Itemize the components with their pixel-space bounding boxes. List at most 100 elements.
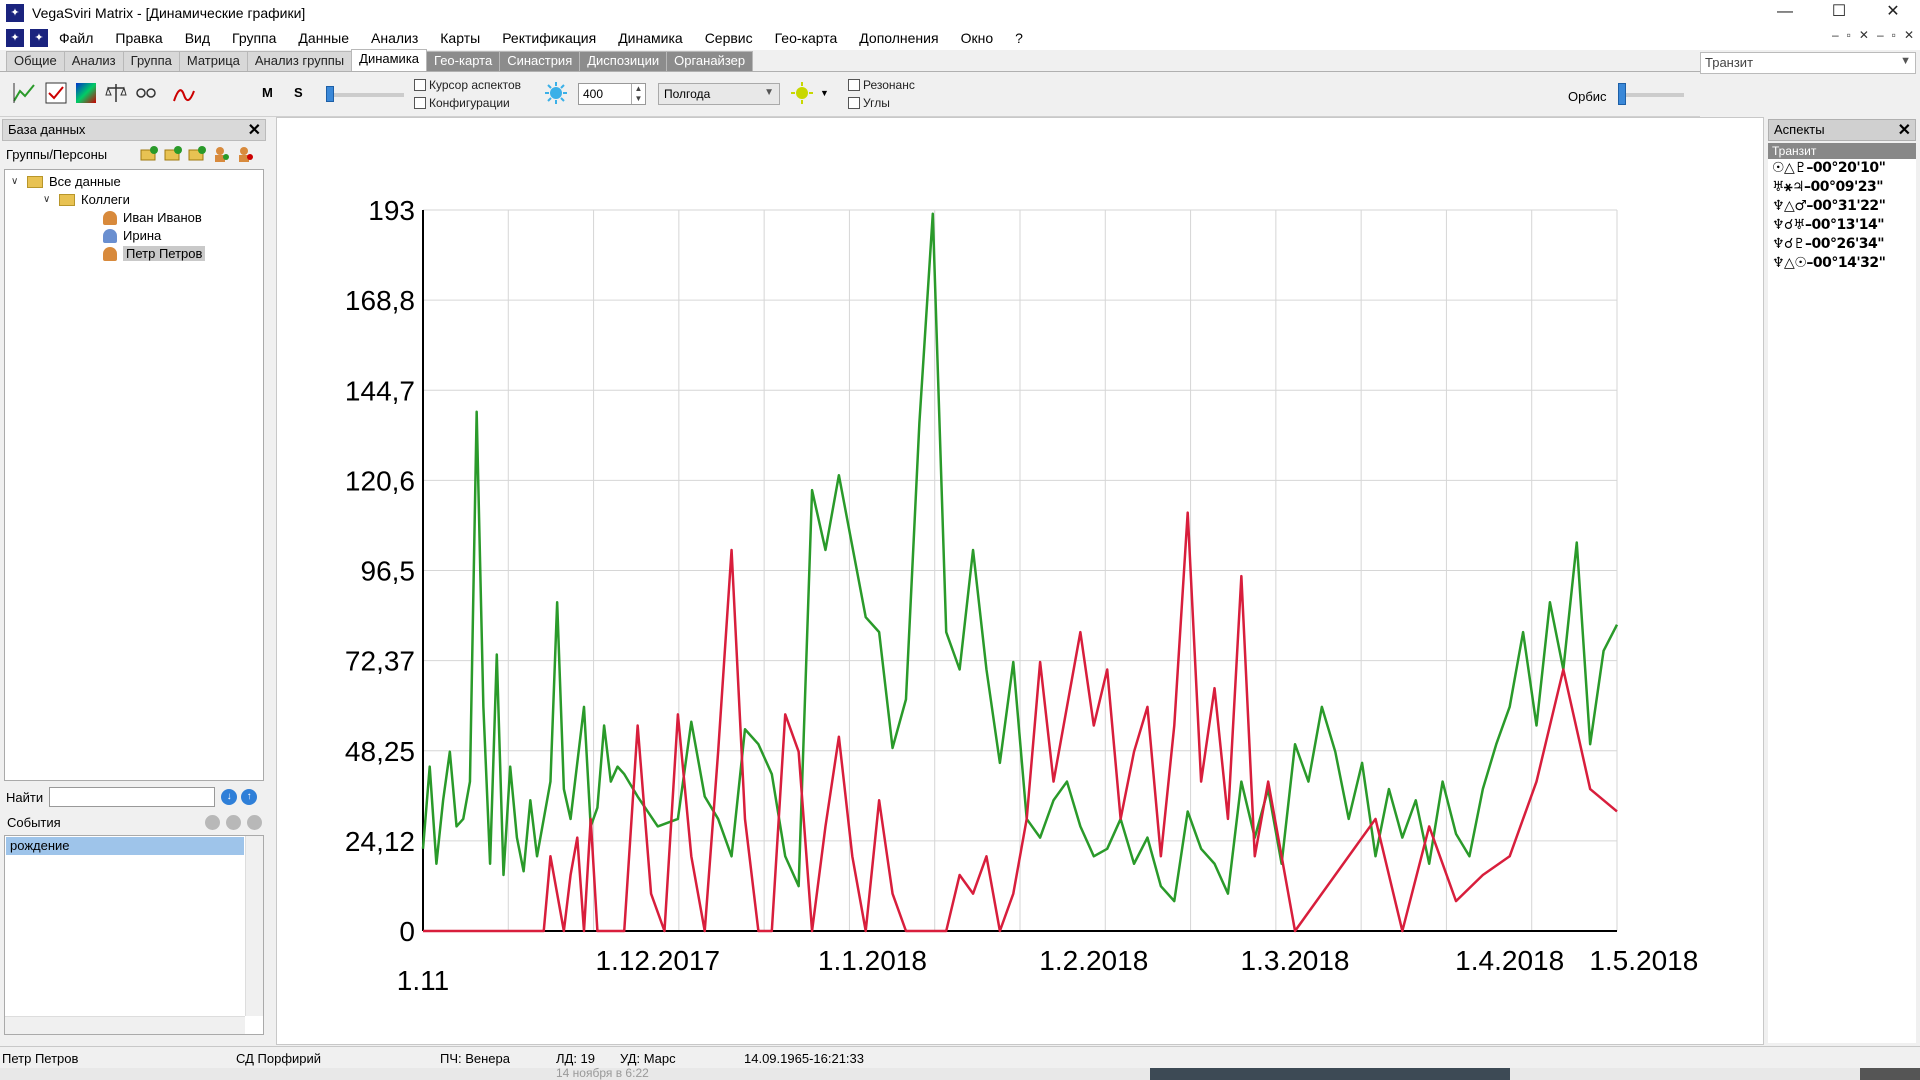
- color-dropdown-icon[interactable]: ▼: [820, 88, 829, 98]
- orbis-slider-thumb[interactable]: [1618, 83, 1626, 105]
- tab-dispositions[interactable]: Диспозиции: [579, 51, 668, 71]
- delete-person-icon[interactable]: [236, 145, 254, 163]
- delete-event-icon[interactable]: [247, 815, 262, 830]
- sun-settings-icon[interactable]: [544, 81, 568, 105]
- aspect-item[interactable]: ♆☌♇–00°26'34": [1772, 236, 1885, 252]
- checkbox-box[interactable]: [414, 79, 426, 91]
- close-icon[interactable]: ✕: [1897, 122, 1911, 139]
- add-event-icon[interactable]: [205, 815, 220, 830]
- points-spinbox[interactable]: 400 ▲ ▼: [578, 83, 646, 105]
- tab-group[interactable]: Группа: [122, 51, 180, 71]
- tab-analysis[interactable]: Анализ: [63, 51, 124, 71]
- menu-data[interactable]: Данные: [298, 30, 350, 46]
- checkbox-box[interactable]: [848, 79, 860, 91]
- tab-synastry[interactable]: Синастрия: [499, 51, 581, 71]
- mdi-minimize-button[interactable]: –: [1831, 28, 1839, 42]
- menu-dynamics[interactable]: Динамика: [618, 30, 683, 46]
- menu-window[interactable]: Окно: [960, 30, 994, 46]
- aspect-item[interactable]: ♆△☉–00°14'32": [1772, 255, 1886, 271]
- mdi-restore-button[interactable]: ▫: [1846, 28, 1851, 42]
- tree-item-person[interactable]: Ирина: [103, 228, 161, 243]
- aspect-symbol-icon[interactable]: [134, 81, 158, 105]
- tab-organizer[interactable]: Органайзер: [666, 51, 754, 71]
- add-folder-icon[interactable]: [140, 145, 158, 163]
- cursor-aspects-checkbox[interactable]: Курсор аспектов: [414, 78, 521, 92]
- groups-label: Группы/Персоны: [6, 147, 108, 162]
- event-item-selected[interactable]: рождение: [6, 837, 244, 855]
- mdi2-close-button[interactable]: ✕: [1903, 28, 1914, 42]
- line-chart-icon[interactable]: [12, 81, 36, 105]
- menu-group[interactable]: Группа: [232, 30, 277, 46]
- status-ld: ЛД: 19: [556, 1051, 596, 1066]
- aspect-item[interactable]: ♅⚹♃–00°09'23": [1772, 179, 1884, 195]
- tree-item-person-selected[interactable]: Петр Петров: [103, 246, 206, 261]
- menu-analysis[interactable]: Анализ: [371, 30, 419, 46]
- menu-help[interactable]: ?: [1015, 30, 1023, 46]
- find-prev-icon[interactable]: ↑: [241, 789, 258, 805]
- mdi-close-button[interactable]: ✕: [1858, 28, 1869, 42]
- tree-item-person[interactable]: Иван Иванов: [103, 210, 202, 225]
- tree-item-colleagues[interactable]: ∨ Коллеги: [43, 192, 130, 207]
- events-vertical-scrollbar[interactable]: [245, 836, 263, 1016]
- y-tick-label: 24,12: [345, 826, 415, 857]
- checkbox-box[interactable]: [848, 97, 860, 109]
- menu-rectification[interactable]: Ректификация: [502, 30, 597, 46]
- spectrum-icon[interactable]: [74, 81, 98, 105]
- sun-color-icon[interactable]: [790, 81, 814, 105]
- menu-file[interactable]: Файл: [59, 30, 94, 46]
- orbis-slider-track[interactable]: [1618, 93, 1684, 97]
- collapse-icon[interactable]: ∨: [43, 194, 51, 205]
- find-next-icon[interactable]: ↓: [221, 789, 238, 805]
- add-person-icon[interactable]: [212, 145, 230, 163]
- aspect-item[interactable]: ☉△♇–00°20'10": [1772, 160, 1886, 176]
- curve-icon[interactable]: [172, 81, 196, 105]
- mdi2-minimize-button[interactable]: –: [1876, 28, 1884, 42]
- scale-slider-thumb[interactable]: [326, 86, 334, 102]
- delete-folder-icon[interactable]: [188, 145, 206, 163]
- checkbox-chart-icon[interactable]: [44, 81, 68, 105]
- mode-m-button[interactable]: M: [262, 85, 273, 100]
- edit-event-icon[interactable]: [226, 815, 241, 830]
- child-window-icon[interactable]: ✦: [30, 29, 48, 47]
- tab-dynamics[interactable]: Динамика: [351, 49, 428, 71]
- tab-matrix[interactable]: Матрица: [178, 51, 248, 71]
- app-menu-icon[interactable]: ✦: [6, 29, 24, 47]
- find-input[interactable]: [49, 787, 216, 807]
- tab-group-analysis[interactable]: Анализ группы: [246, 51, 353, 71]
- mdi2-restore-button[interactable]: ▫: [1891, 28, 1896, 42]
- close-button[interactable]: ✕: [1886, 3, 1900, 20]
- red-series-line: [423, 511, 1618, 933]
- angles-checkbox[interactable]: Углы: [848, 96, 890, 110]
- status-bar: Петр Петров СД Порфирий ПЧ: Венера ЛД: 1…: [0, 1046, 1920, 1068]
- configurations-checkbox[interactable]: Конфигурации: [414, 96, 510, 110]
- status-person: Петр Петров: [2, 1051, 79, 1066]
- close-icon[interactable]: ✕: [247, 122, 261, 139]
- period-select[interactable]: Полгода ▼: [658, 83, 780, 105]
- minimize-button[interactable]: —: [1777, 3, 1793, 20]
- tab-geomap[interactable]: Гео-карта: [426, 51, 501, 71]
- mode-s-button[interactable]: S: [294, 85, 303, 100]
- resonance-checkbox[interactable]: Резонанс: [848, 78, 915, 92]
- menu-charts[interactable]: Карты: [440, 30, 481, 46]
- collapse-icon[interactable]: ∨: [11, 176, 19, 187]
- spin-buttons[interactable]: ▲ ▼: [631, 84, 645, 104]
- transit-select[interactable]: Транзит ▼: [1700, 52, 1916, 74]
- aspects-panel-title: Аспекты: [1774, 122, 1825, 137]
- tree-item-label: Иван Иванов: [123, 210, 202, 225]
- menu-view[interactable]: Вид: [184, 30, 211, 46]
- edit-folder-icon[interactable]: [164, 145, 182, 163]
- menu-service[interactable]: Сервис: [704, 30, 753, 46]
- tab-general[interactable]: Общие: [6, 51, 65, 71]
- aspect-item[interactable]: ♆☌♅–00°13'14": [1772, 217, 1885, 233]
- checkbox-box[interactable]: [414, 97, 426, 109]
- scale-slider-track[interactable]: [326, 93, 404, 97]
- events-horizontal-scrollbar[interactable]: [5, 1016, 245, 1034]
- aspect-item[interactable]: ♆△♂–00°31'22": [1772, 198, 1886, 214]
- dynamics-chart[interactable]: 193 168,8 144,7 120,6 96,5 72,37 48,25 24,12 0 1.…: [277, 118, 1763, 1044]
- tree-item-all-data[interactable]: ∨ Все данные: [11, 174, 121, 189]
- menu-addons[interactable]: Дополнения: [859, 30, 939, 46]
- maximize-button[interactable]: ☐: [1831, 3, 1847, 20]
- menu-edit[interactable]: Правка: [115, 30, 163, 46]
- balance-scale-icon[interactable]: [104, 81, 128, 105]
- menu-geomap[interactable]: Гео-карта: [774, 30, 838, 46]
